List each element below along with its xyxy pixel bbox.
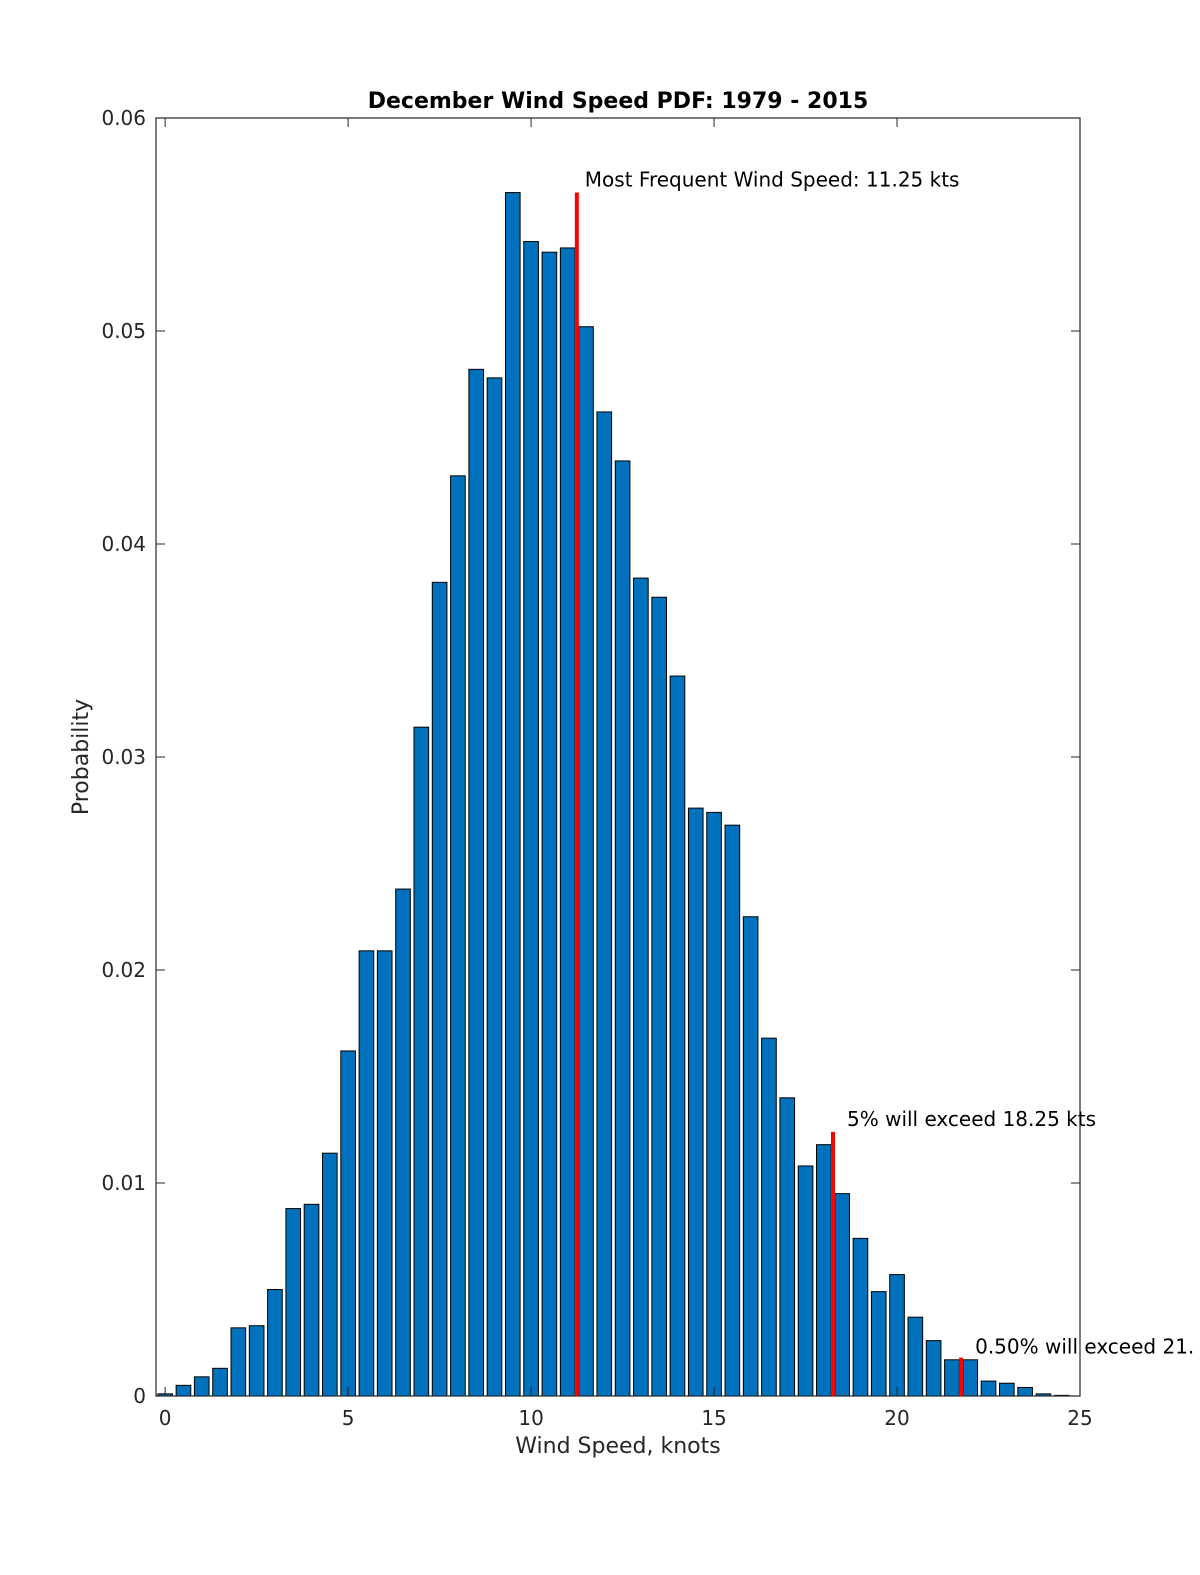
bar — [541, 251, 558, 1397]
bar — [578, 326, 594, 1397]
x-tick-label: 10 — [518, 1406, 543, 1430]
x-tick-label: 15 — [701, 1406, 726, 1430]
bar — [431, 581, 448, 1397]
bar — [450, 475, 466, 1397]
bar — [633, 577, 649, 1397]
y-tick-label: 0.03 — [101, 745, 146, 769]
bar — [761, 1037, 777, 1397]
x-tick-label: 20 — [884, 1406, 909, 1430]
bar — [706, 811, 722, 1397]
bar — [889, 1274, 905, 1397]
bar — [395, 888, 411, 1397]
bar — [1017, 1386, 1033, 1397]
bar — [998, 1382, 1015, 1397]
bar — [175, 1384, 192, 1397]
y-tick-label: 0.05 — [101, 319, 146, 343]
bar — [267, 1289, 283, 1397]
bar — [779, 1097, 796, 1397]
bar — [303, 1203, 320, 1397]
x-tick-label: 0 — [159, 1406, 172, 1430]
bars-layer — [157, 192, 1070, 1397]
bar — [358, 950, 375, 1397]
y-tick-label: 0.04 — [101, 532, 146, 556]
bar — [486, 377, 503, 1397]
annotation-most-frequent: Most Frequent Wind Speed: 11.25 kts — [585, 168, 960, 192]
bar — [504, 192, 521, 1397]
bar — [962, 1359, 979, 1397]
bar — [742, 916, 759, 1397]
bar — [907, 1316, 924, 1397]
tick-labels: 0 5 10 15 20 25 0 0.01 0.02 0.03 0.04 0.05 0.06 — [101, 106, 1092, 1430]
bar — [413, 726, 430, 1397]
bar — [285, 1208, 302, 1397]
bar — [980, 1380, 997, 1397]
bar — [834, 1193, 850, 1397]
bar — [248, 1325, 265, 1397]
bar — [816, 1144, 832, 1397]
chart-title: December Wind Speed PDF: 1979 - 2015 — [368, 89, 869, 114]
bar — [212, 1367, 228, 1397]
bar — [870, 1291, 887, 1397]
y-tick-label: 0.06 — [101, 106, 146, 130]
x-tick-label: 5 — [342, 1406, 355, 1430]
x-axis-label: Wind Speed, knots — [515, 1434, 720, 1459]
bar — [340, 1050, 356, 1397]
bar — [852, 1237, 869, 1397]
y-tick-label: 0.01 — [101, 1171, 146, 1195]
bar — [614, 460, 631, 1397]
annotation-half-percent-exceed: 0.50% will exceed 21.75 kts — [975, 1335, 1200, 1359]
bar — [322, 1152, 338, 1397]
y-axis-label: Probability — [69, 699, 94, 815]
y-tick-label: 0.02 — [101, 958, 146, 982]
y-tick-label: 0 — [133, 1384, 146, 1408]
bar — [468, 368, 485, 1397]
bar — [376, 950, 393, 1397]
tick-marks — [156, 117, 1081, 1397]
bar — [944, 1359, 960, 1397]
bar — [925, 1340, 942, 1397]
bar — [596, 411, 613, 1397]
bar — [687, 807, 704, 1397]
bar — [669, 675, 686, 1397]
bar — [724, 824, 741, 1397]
bar — [559, 247, 576, 1397]
marker-lines — [574, 192, 964, 1396]
bar — [523, 241, 539, 1397]
bar — [651, 596, 667, 1397]
x-tick-label: 25 — [1067, 1406, 1092, 1430]
bar — [193, 1376, 210, 1397]
bar — [797, 1165, 814, 1397]
bar — [230, 1327, 247, 1397]
annotation-5-percent-exceed: 5% will exceed 18.25 kts — [847, 1107, 1096, 1131]
